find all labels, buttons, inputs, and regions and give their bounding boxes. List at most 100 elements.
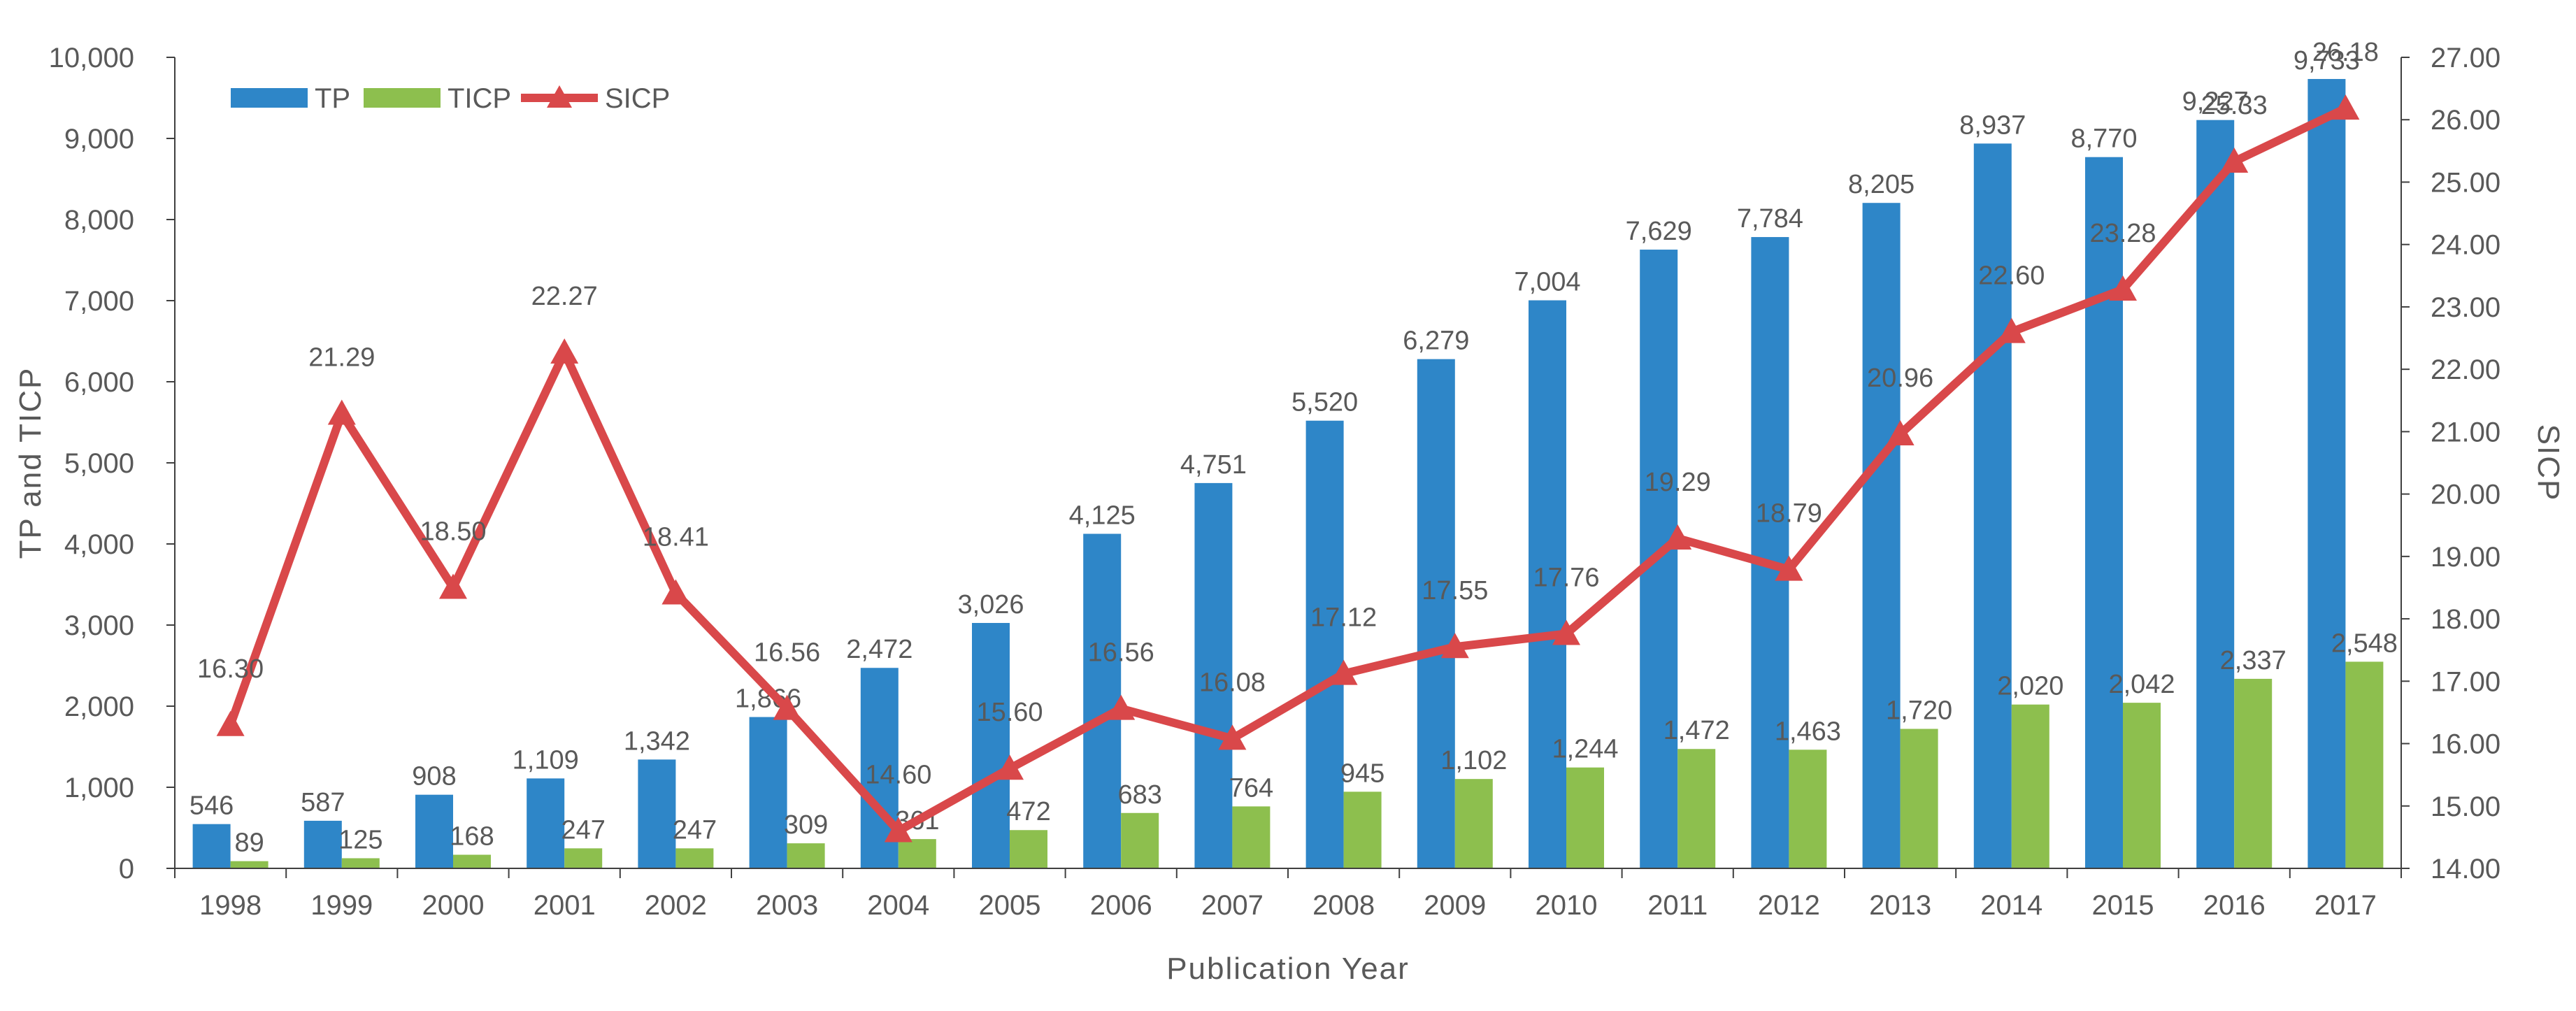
ticp-label-2002: 247 — [673, 815, 717, 845]
sicp-marker-2010 — [1552, 619, 1580, 645]
ticp-bar-2014 — [2011, 704, 2049, 868]
sicp-marker-2004 — [884, 817, 913, 842]
right-tick-label: 22.00 — [2431, 354, 2500, 385]
sicp-marker-2006 — [1107, 694, 1136, 720]
tp-bar-2001 — [527, 778, 565, 868]
ticp-label-1998: 89 — [234, 829, 264, 858]
left-tick-label: 9,000 — [64, 124, 134, 155]
ticp-label-1999: 125 — [338, 826, 382, 855]
tp-label-2012: 7,784 — [1737, 204, 1803, 234]
ticp-bar-2009 — [1454, 779, 1493, 868]
tp-label-2005: 3,026 — [957, 590, 1024, 619]
ticp-bar-2006 — [1121, 812, 1159, 868]
sicp-label-2000: 18.50 — [420, 517, 486, 546]
sicp-label-2009: 17.55 — [1422, 576, 1488, 605]
ticp-label-2005: 472 — [1006, 797, 1050, 826]
ticp-bar-1998 — [230, 861, 269, 868]
tp-bar-2009 — [1417, 359, 1455, 868]
ticp-bar-1999 — [341, 858, 380, 868]
sicp-marker-2005 — [996, 754, 1024, 780]
right-tick-label: 14.00 — [2431, 854, 2500, 884]
tp-label-2001: 1,109 — [513, 745, 579, 775]
ticp-label-2011: 1,472 — [1663, 716, 1730, 745]
ticp-bar-2015 — [2123, 703, 2161, 868]
tp-bar-2006 — [1083, 533, 1122, 868]
sicp-label-1999: 21.29 — [308, 343, 375, 373]
left-tick-label: 1,000 — [64, 773, 134, 803]
legend-label-sicp: SICP — [605, 83, 670, 114]
right-tick-label: 19.00 — [2431, 542, 2500, 573]
ticp-label-2014: 2,020 — [1997, 672, 2063, 701]
tp-bar-1998 — [192, 824, 231, 868]
right-tick-label: 25.00 — [2431, 167, 2500, 198]
ticp-label-2003: 309 — [784, 810, 828, 840]
x-tick-label-2010: 2010 — [1536, 890, 1598, 921]
sicp-label-2012: 18.79 — [1756, 499, 1822, 529]
x-tick-label-2002: 2002 — [645, 890, 707, 921]
right-tick-label: 21.00 — [2431, 417, 2500, 447]
ticp-label-2007: 764 — [1229, 773, 1273, 803]
sicp-marker-2007 — [1218, 724, 1247, 750]
left-tick-label: 2,000 — [64, 691, 134, 722]
ticp-bar-2000 — [453, 854, 491, 868]
x-tick-label-2012: 2012 — [1758, 890, 1820, 921]
right-tick-label: 20.00 — [2431, 480, 2500, 510]
legend-swatch-ticp — [364, 88, 441, 108]
tp-bar-2008 — [1305, 420, 1344, 868]
x-tick-label-2001: 2001 — [534, 890, 596, 921]
x-axis-title: Publication Year — [1166, 952, 1410, 986]
legend-swatch-sicp-marker — [547, 85, 572, 108]
ticp-bar-2013 — [1900, 729, 1938, 868]
right-tick-label: 17.00 — [2431, 666, 2500, 697]
ticp-bar-2004 — [898, 839, 936, 868]
x-tick-label-2007: 2007 — [1201, 890, 1264, 921]
ticp-label-2017: 2,548 — [2331, 629, 2398, 658]
tp-label-2010: 7,004 — [1514, 268, 1580, 297]
tp-bar-2007 — [1194, 482, 1233, 868]
sicp-marker-2011 — [1663, 524, 1692, 550]
legend-swatch-tp — [231, 88, 308, 108]
ticp-bar-2016 — [2234, 678, 2273, 868]
ticp-label-2008: 945 — [1340, 759, 1384, 788]
sicp-label-2006: 16.56 — [1088, 638, 1154, 668]
sicp-label-2001: 22.27 — [531, 282, 598, 311]
x-tick-label-2004: 2004 — [867, 890, 929, 921]
right-tick-label: 18.00 — [2431, 604, 2500, 635]
sicp-label-2016: 25.33 — [2201, 91, 2268, 120]
left-tick-label: 6,000 — [64, 367, 134, 398]
sicp-marker-1998 — [216, 710, 245, 736]
ticp-label-2009: 1,102 — [1440, 746, 1507, 775]
tp-label-2008: 5,520 — [1291, 388, 1358, 417]
sicp-marker-2003 — [773, 694, 801, 720]
left-tick-label: 5,000 — [64, 448, 134, 479]
tp-label-2015: 8,770 — [2070, 124, 2137, 154]
left-tick-label: 3,000 — [64, 610, 134, 641]
right-axis-title: SICP — [2531, 424, 2566, 502]
x-tick-label-2013: 2013 — [1869, 890, 1931, 921]
sicp-label-2004: 14.60 — [865, 760, 931, 789]
sicp-marker-1999 — [327, 399, 356, 425]
sicp-marker-2008 — [1329, 659, 1358, 685]
ticp-bar-2017 — [2345, 661, 2384, 868]
ticp-bar-2012 — [1789, 750, 1827, 868]
tp-label-2007: 4,751 — [1180, 450, 1247, 480]
ticp-label-2016: 2,337 — [2220, 646, 2287, 675]
tp-label-2004: 2,472 — [846, 635, 913, 664]
tp-label-2016: 9,227 — [2182, 87, 2249, 117]
tp-bar-2003 — [749, 717, 787, 868]
x-tick-label-2008: 2008 — [1312, 890, 1375, 921]
tp-bar-2013 — [1862, 203, 1901, 869]
tp-bar-2015 — [2085, 157, 2123, 868]
tp-bar-2005 — [972, 622, 1010, 868]
ticp-label-2012: 1,463 — [1775, 717, 1841, 746]
sicp-marker-2015 — [2109, 275, 2137, 301]
sicp-label-2008: 17.12 — [1310, 603, 1377, 633]
x-tick-label-2016: 2016 — [2203, 890, 2266, 921]
ticp-bar-2011 — [1677, 749, 1716, 868]
left-tick-label: 4,000 — [64, 529, 134, 560]
ticp-label-2001: 247 — [561, 815, 605, 845]
ticp-label-2015: 2,042 — [2108, 670, 2175, 699]
sicp-marker-2012 — [1775, 555, 1803, 581]
right-tick-label: 27.00 — [2431, 43, 2500, 73]
